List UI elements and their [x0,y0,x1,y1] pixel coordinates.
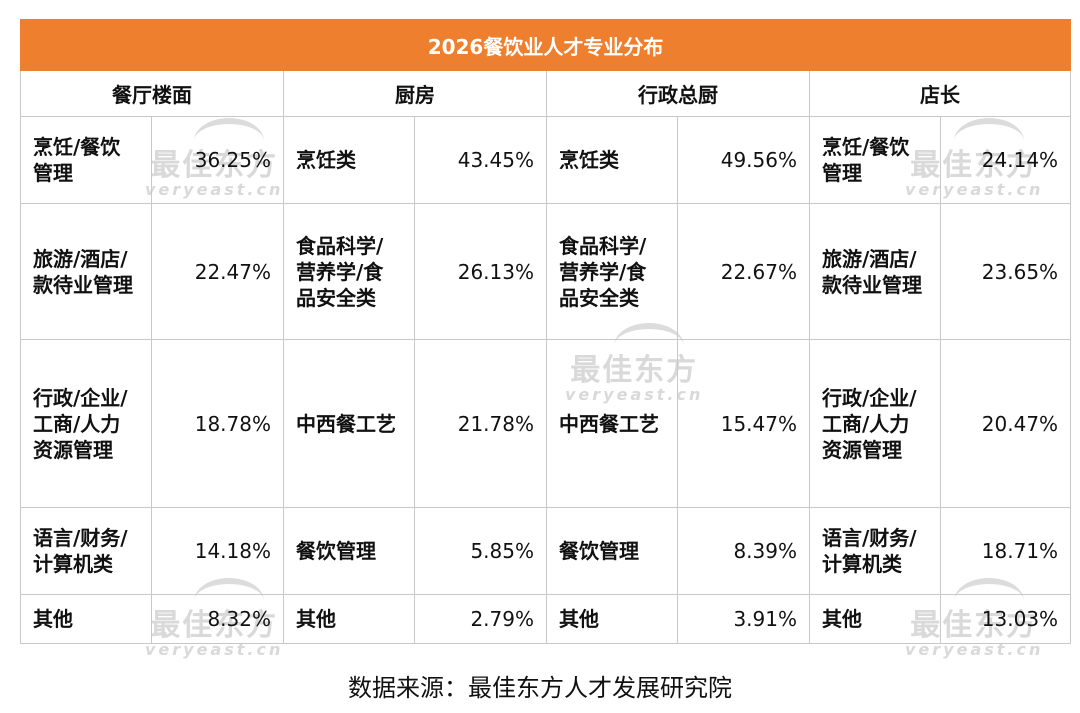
column-header-kitchen: 厨房 [283,70,547,117]
percent-cell: 22.47% [151,203,284,340]
percent-cell: 2.79% [414,594,547,644]
percent-cell: 22.67% [677,203,810,340]
percent-cell: 8.39% [677,507,810,595]
table-row: 行政/企业/工商/人力资源管理 18.78% 中西餐工艺 21.78% 中西餐工… [20,339,1072,508]
header-row: 餐厅楼面 厨房 行政总厨 店长 [20,70,1072,117]
table-title: 2026餐饮业人才专业分布 [19,19,1072,71]
column-header-executive-chef: 行政总厨 [546,70,810,117]
percent-cell: 24.14% [939,116,1072,204]
table-row: 旅游/酒店/款待业管理 22.47% 食品科学/营养学/食品安全类 26.13%… [20,203,1072,340]
category-cell: 语言/财务/计算机类 [20,507,152,595]
category-cell: 其他 [546,594,678,644]
category-cell: 餐饮管理 [546,507,678,595]
category-cell: 行政/企业/工商/人力资源管理 [20,339,152,508]
percent-cell: 18.71% [939,507,1072,595]
category-cell: 其他 [283,594,415,644]
category-cell: 其他 [20,594,152,644]
category-cell: 旅游/酒店/款待业管理 [809,203,941,340]
category-cell: 中西餐工艺 [546,339,678,508]
table-row: 其他 8.32% 其他 2.79% 其他 3.91% 其他 13.03% [20,594,1072,644]
percent-cell: 5.85% [414,507,547,595]
percent-cell: 36.25% [151,116,284,204]
distribution-table: 2026餐饮业人才专业分布 餐厅楼面 厨房 行政总厨 店长 烹饪/餐饮管理 36… [19,19,1072,644]
title-row: 2026餐饮业人才专业分布 [19,19,1072,71]
percent-cell: 49.56% [677,116,810,204]
table-row: 语言/财务/计算机类 14.18% 餐饮管理 5.85% 餐饮管理 8.39% … [20,507,1072,595]
category-cell: 中西餐工艺 [283,339,415,508]
column-header-store-manager: 店长 [808,70,1072,117]
data-source-note: 数据来源：最佳东方人才发展研究院 [348,674,732,702]
category-cell: 旅游/酒店/款待业管理 [20,203,152,340]
percent-cell: 21.78% [414,339,547,508]
category-cell: 烹饪/餐饮管理 [20,116,152,204]
percent-cell: 20.47% [939,339,1072,508]
percent-cell: 8.32% [151,594,284,644]
category-cell: 烹饪类 [546,116,678,204]
category-cell: 其他 [809,594,941,644]
percent-cell: 23.65% [939,203,1072,340]
category-cell: 食品科学/营养学/食品安全类 [283,203,415,340]
percent-cell: 26.13% [414,203,547,340]
category-cell: 食品科学/营养学/食品安全类 [546,203,678,340]
category-cell: 语言/财务/计算机类 [809,507,941,595]
percent-cell: 18.78% [151,339,284,508]
category-cell: 烹饪类 [283,116,415,204]
category-cell: 烹饪/餐饮管理 [809,116,941,204]
percent-cell: 3.91% [677,594,810,644]
category-cell: 行政/企业/工商/人力资源管理 [809,339,941,508]
percent-cell: 43.45% [414,116,547,204]
table-row: 烹饪/餐饮管理 36.25% 烹饪类 43.45% 烹饪类 49.56% 烹饪/… [20,116,1072,204]
column-header-dining-floor: 餐厅楼面 [20,70,284,117]
category-cell: 餐饮管理 [283,507,415,595]
percent-cell: 15.47% [677,339,810,508]
percent-cell: 13.03% [939,594,1072,644]
percent-cell: 14.18% [151,507,284,595]
